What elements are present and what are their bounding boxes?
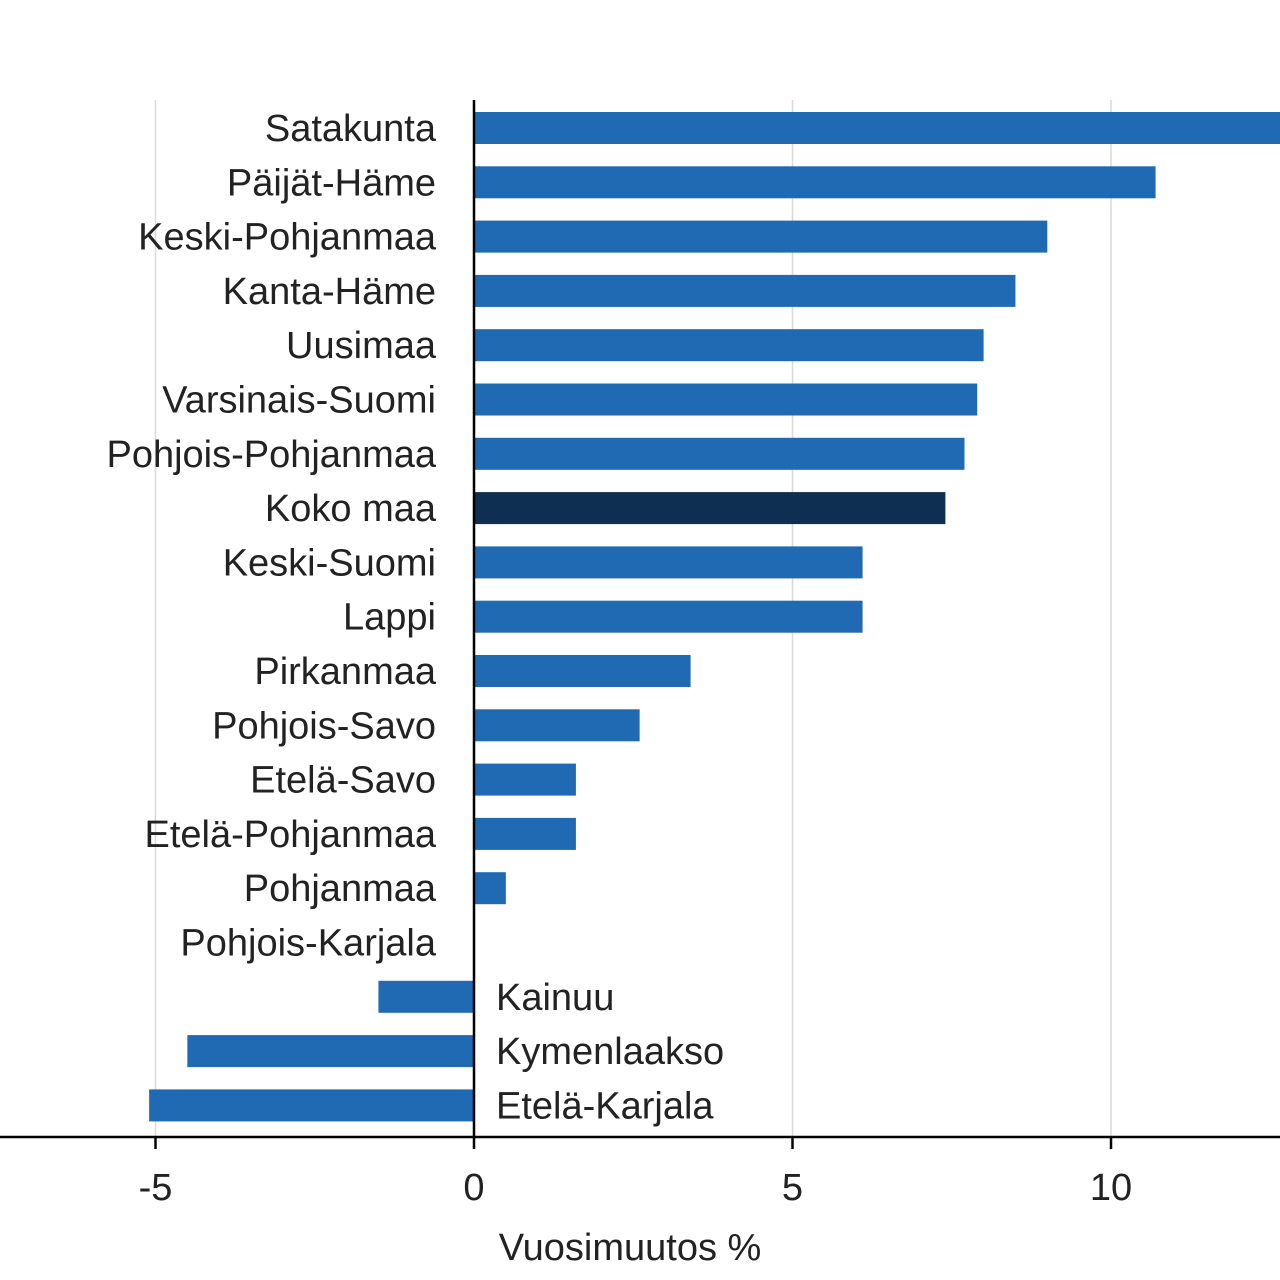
bar-Kanta-Häme (474, 274, 1016, 307)
bars (149, 112, 1280, 1122)
x-tick-label: 5 (782, 1167, 803, 1209)
category-label: Kymenlaakso (496, 1031, 724, 1073)
bar-Keski-Pohjanmaa (474, 220, 1048, 253)
category-labels: Satakunta Päijät-Häme Keski-Pohjanmaa Kanta… (106, 108, 724, 1127)
category-label: Pirkanmaa (254, 651, 436, 693)
x-tick-label: -5 (139, 1167, 173, 1209)
bar-Pohjois-Savo (474, 709, 640, 742)
bar-Päijät-Häme (474, 166, 1156, 199)
category-label: Keski-Suomi (223, 542, 436, 584)
category-label: Pohjois-Pohjanmaa (106, 434, 436, 476)
x-axis-ticks: -5 0 5 10 (139, 1137, 1132, 1209)
bar-Etelä-Savo (474, 763, 576, 796)
bar-Etelä-Karjala (149, 1089, 474, 1122)
bar-Kymenlaakso (187, 1035, 474, 1068)
bar-Uusimaa (474, 329, 984, 362)
bar-Kainuu (378, 980, 474, 1013)
bar-Satakunta (474, 112, 1280, 144)
category-label: Etelä-Pohjanmaa (144, 814, 436, 856)
category-label: Pohjanmaa (244, 868, 437, 910)
x-axis-title: Vuosimuutos % (499, 1227, 762, 1269)
bar-Koko maa (474, 492, 946, 525)
category-label: Satakunta (265, 108, 437, 150)
bar-Varsinais-Suomi (474, 383, 978, 416)
category-label: Kanta-Häme (223, 271, 436, 313)
category-label: Päijät-Häme (227, 162, 436, 204)
x-tick-label: 0 (463, 1167, 484, 1209)
bar-Keski-Suomi (474, 546, 863, 579)
category-label: Etelä-Karjala (496, 1085, 714, 1127)
category-label: Keski-Pohjanmaa (138, 217, 437, 259)
bar-Lappi (474, 600, 863, 633)
bar-Pohjanmaa (474, 872, 506, 905)
bar-Pohjois-Pohjanmaa (474, 437, 965, 470)
category-label: Etelä-Savo (250, 760, 436, 802)
category-label: Uusimaa (286, 325, 437, 367)
bar-Etelä-Pohjanmaa (474, 817, 576, 850)
bar-Pirkanmaa (474, 655, 691, 687)
category-label: Koko maa (265, 488, 437, 530)
x-tick-label: 10 (1090, 1167, 1132, 1209)
category-label: Lappi (343, 597, 436, 639)
category-label: Kainuu (496, 977, 614, 1019)
category-label: Pohjois-Savo (212, 705, 436, 747)
category-label: Varsinais-Suomi (162, 380, 436, 422)
category-label: Pohjois-Karjala (180, 923, 436, 965)
